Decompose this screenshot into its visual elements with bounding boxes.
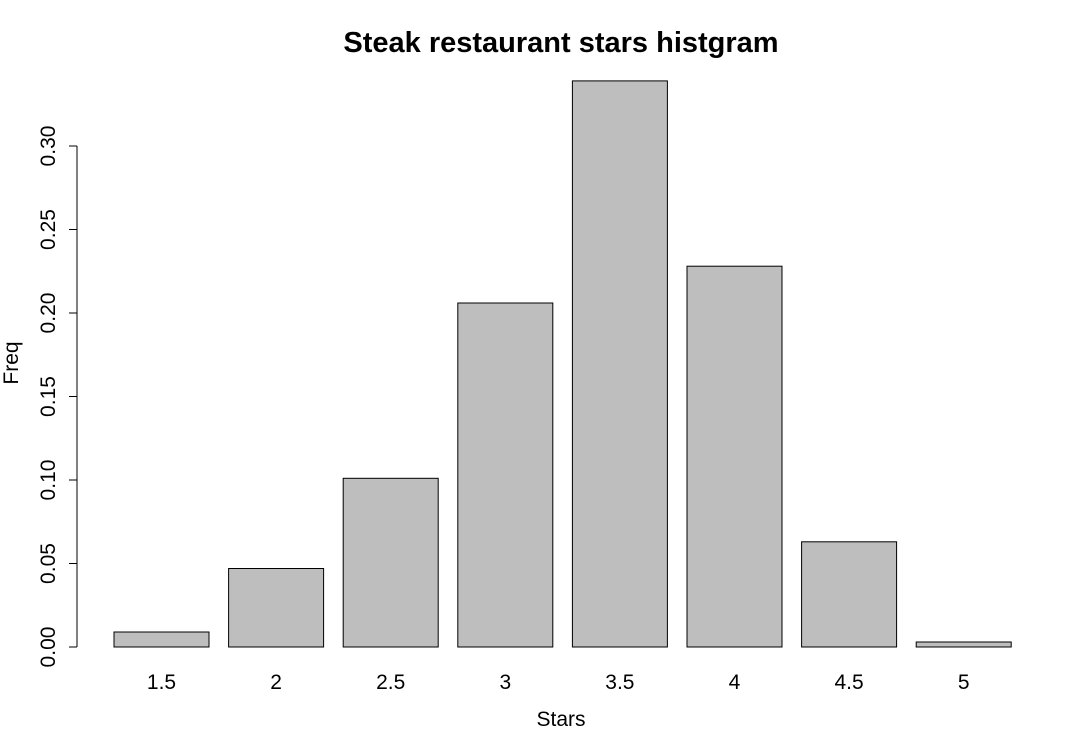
x-tick-label: 4.5 — [834, 671, 863, 694]
chart-title: Steak restaurant stars histgram — [343, 27, 778, 59]
x-tick-labels: 1.5 2 2.5 3 3.5 4 4.5 5 — [147, 671, 970, 694]
y-tick-label: 0.30 — [37, 126, 60, 167]
x-tick-label: 4 — [729, 671, 741, 694]
bar-5 — [915, 641, 1012, 648]
bar-3 — [457, 302, 554, 648]
x-tick-label: 3 — [499, 671, 511, 694]
y-tick-label: 0.00 — [37, 627, 60, 668]
y-tick-label: 0.15 — [37, 376, 60, 417]
x-tick-label: 3.5 — [605, 671, 634, 694]
bar-2 — [228, 568, 325, 648]
y-tick-label: 0.10 — [37, 460, 60, 501]
y-axis: 0.00 0.05 0.10 0.15 0.20 0.25 0.30 — [37, 126, 78, 668]
x-tick-label: 1.5 — [147, 671, 176, 694]
bar-4 — [686, 265, 783, 648]
bar-2.5 — [342, 477, 439, 648]
x-tick-label: 2 — [270, 671, 282, 694]
bar-3.5 — [571, 80, 668, 648]
y-tick-label: 0.25 — [37, 209, 60, 250]
bar-4.5 — [801, 541, 898, 648]
y-tick-label: 0.05 — [37, 543, 60, 584]
x-tick-label: 2.5 — [376, 671, 405, 694]
bar-1.5 — [113, 631, 210, 648]
y-axis-label: Freq — [0, 341, 23, 384]
x-axis-label: Stars — [536, 708, 585, 731]
y-tick-label: 0.20 — [37, 293, 60, 334]
bars-group — [113, 80, 1012, 648]
x-tick-label: 5 — [958, 671, 970, 694]
